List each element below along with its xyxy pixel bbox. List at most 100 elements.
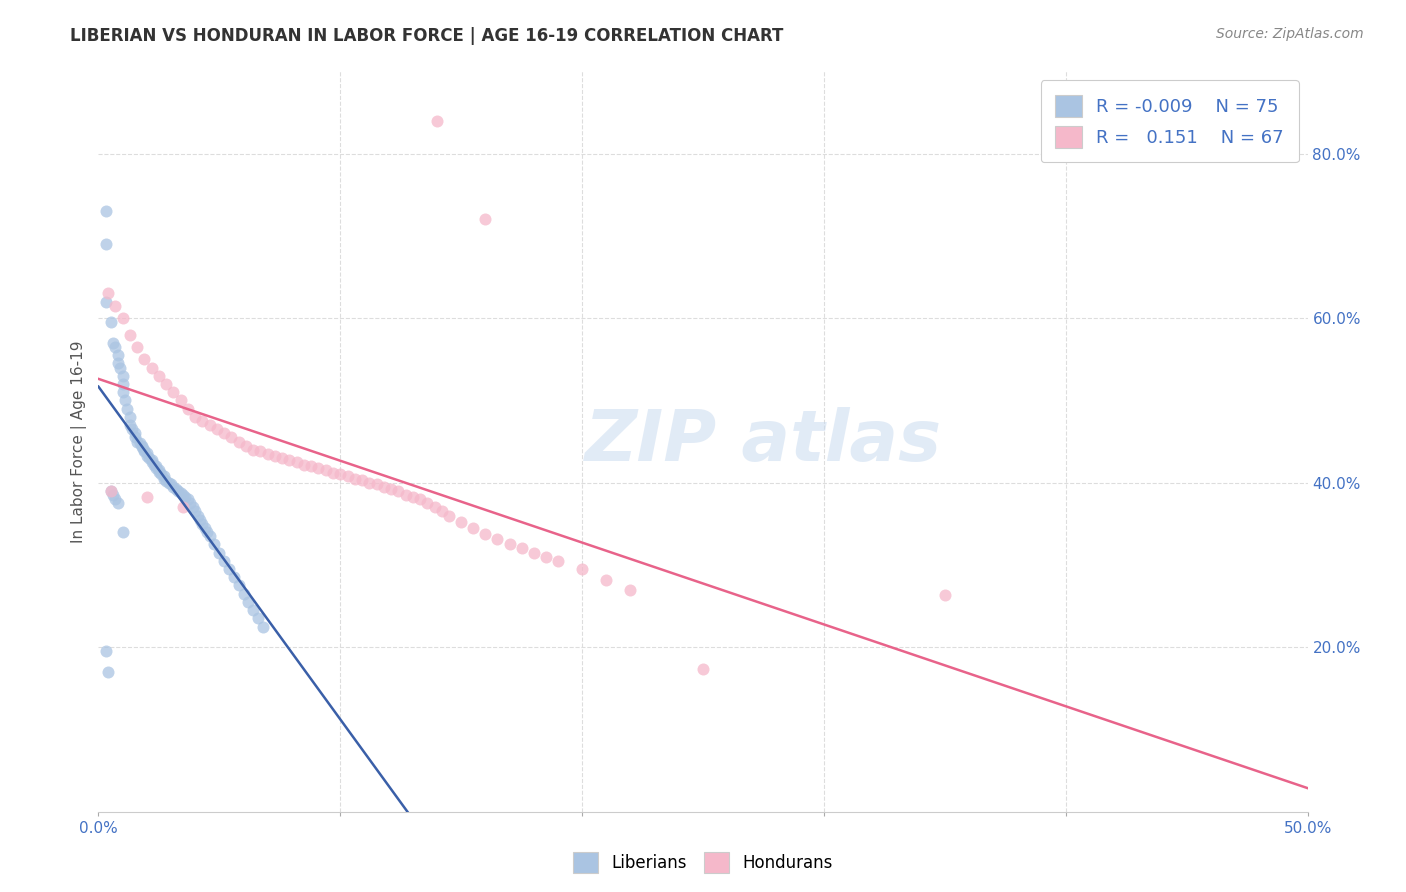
- Point: [177, 401, 200, 416]
- Point: [238, 595, 260, 609]
- Point: [463, 521, 485, 535]
- Point: [143, 458, 166, 472]
- Point: [387, 483, 409, 498]
- Point: [292, 458, 315, 472]
- Point: [100, 483, 122, 498]
- Point: [118, 409, 141, 424]
- Point: [107, 348, 129, 362]
- Point: [934, 588, 956, 602]
- Point: [271, 450, 294, 465]
- Point: [510, 541, 533, 556]
- Legend: Liberians, Hondurans: Liberians, Hondurans: [567, 846, 839, 880]
- Point: [256, 447, 278, 461]
- Point: [228, 434, 250, 449]
- Point: [450, 515, 472, 529]
- Point: [172, 488, 194, 502]
- Point: [437, 508, 460, 523]
- Point: [127, 434, 149, 449]
- Point: [426, 113, 449, 128]
- Point: [278, 452, 301, 467]
- Point: [547, 554, 569, 568]
- Point: [343, 471, 366, 485]
- Point: [498, 536, 520, 550]
- Point: [131, 439, 153, 453]
- Point: [409, 492, 432, 507]
- Point: [141, 452, 163, 467]
- Point: [150, 467, 173, 482]
- Point: [692, 662, 714, 676]
- Point: [474, 526, 496, 541]
- Point: [315, 463, 337, 477]
- Point: [423, 500, 446, 515]
- Point: [169, 485, 191, 500]
- Point: [141, 360, 163, 375]
- Point: [127, 340, 149, 354]
- Point: [94, 644, 117, 658]
- Point: [101, 335, 124, 350]
- Point: [111, 368, 134, 383]
- Point: [94, 294, 117, 309]
- Point: [107, 496, 129, 510]
- Point: [212, 426, 235, 441]
- Point: [204, 537, 226, 551]
- Point: [191, 414, 214, 428]
- Point: [619, 582, 641, 597]
- Point: [135, 446, 157, 460]
- Point: [322, 466, 344, 480]
- Point: [350, 473, 373, 487]
- Point: [194, 521, 217, 535]
- Point: [128, 436, 150, 450]
- Point: [160, 477, 183, 491]
- Point: [179, 496, 201, 510]
- Point: [181, 500, 204, 515]
- Point: [191, 516, 214, 531]
- Point: [571, 562, 593, 576]
- Point: [121, 422, 143, 436]
- Point: [162, 480, 184, 494]
- Point: [228, 578, 250, 592]
- Point: [152, 469, 174, 483]
- Point: [595, 573, 617, 587]
- Point: [134, 442, 156, 457]
- Point: [177, 492, 200, 507]
- Point: [155, 474, 177, 488]
- Point: [174, 491, 197, 505]
- Point: [308, 461, 330, 475]
- Point: [416, 496, 439, 510]
- Point: [148, 465, 170, 479]
- Point: [101, 488, 124, 502]
- Point: [135, 491, 157, 505]
- Point: [145, 459, 167, 474]
- Point: [134, 352, 156, 367]
- Point: [111, 376, 134, 391]
- Point: [124, 426, 146, 441]
- Point: [97, 286, 120, 301]
- Point: [359, 475, 381, 490]
- Point: [94, 237, 117, 252]
- Point: [373, 480, 395, 494]
- Point: [138, 450, 160, 465]
- Point: [235, 439, 257, 453]
- Point: [242, 603, 264, 617]
- Point: [198, 529, 221, 543]
- Y-axis label: In Labor Force | Age 16-19: In Labor Force | Age 16-19: [72, 340, 87, 543]
- Point: [187, 508, 209, 523]
- Point: [430, 504, 453, 518]
- Point: [184, 409, 207, 424]
- Point: [534, 549, 557, 564]
- Point: [184, 504, 207, 518]
- Point: [104, 299, 127, 313]
- Point: [242, 442, 264, 457]
- Point: [165, 482, 187, 496]
- Point: [131, 440, 153, 454]
- Point: [111, 524, 134, 539]
- Point: [134, 444, 156, 458]
- Point: [100, 315, 122, 329]
- Legend: R = -0.009    N = 75, R =   0.151    N = 67: R = -0.009 N = 75, R = 0.151 N = 67: [1040, 80, 1299, 162]
- Point: [157, 475, 180, 490]
- Point: [264, 450, 287, 464]
- Point: [299, 459, 322, 474]
- Point: [162, 385, 184, 400]
- Point: [205, 422, 228, 436]
- Point: [212, 554, 235, 568]
